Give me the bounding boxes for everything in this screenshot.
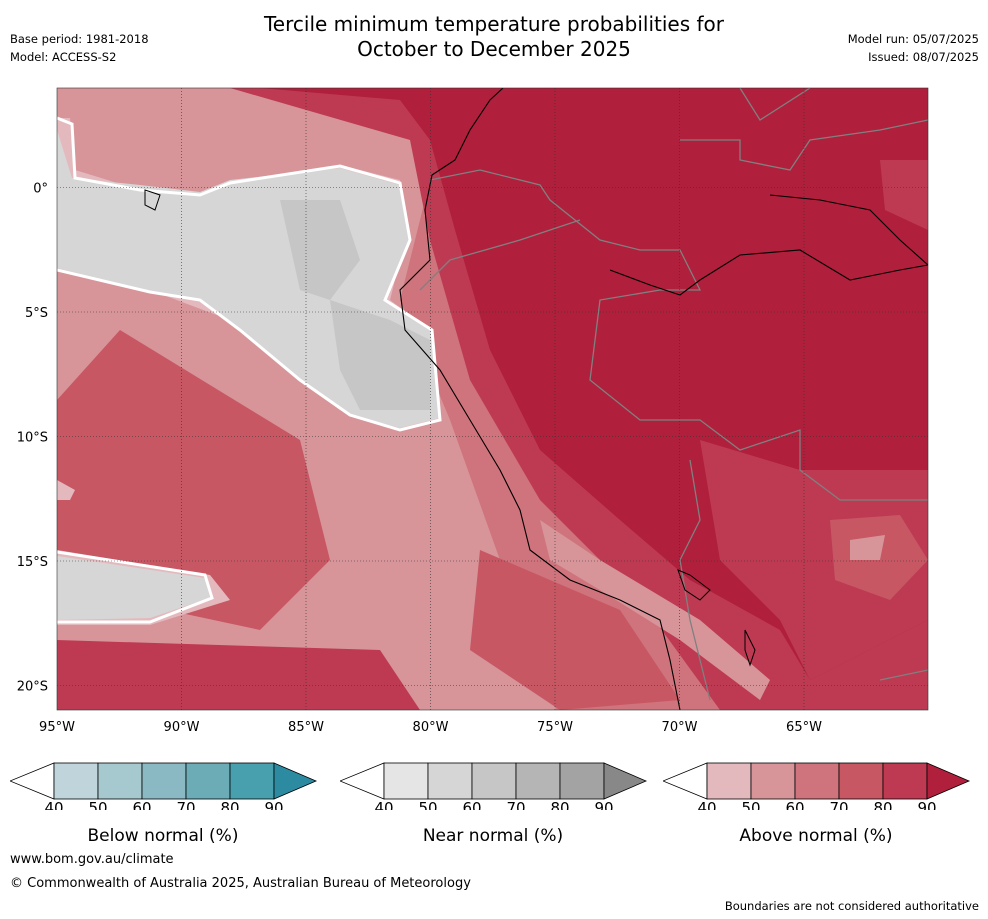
colorbar-low-arrow (8, 762, 55, 800)
title-line-2: October to December 2025 (357, 37, 631, 61)
colorbar-above-normal: 40 50 60 70 80 90 (661, 760, 973, 817)
copyright-text: © Commonwealth of Australia 2025, Austra… (10, 876, 471, 891)
map-frame (56, 87, 929, 711)
map-fill (57, 88, 928, 710)
colorbar-tick-label: 70 (506, 799, 525, 810)
colorbar-swatch (515, 762, 561, 800)
disclaimer-text: Boundaries are not considered authoritat… (724, 899, 979, 913)
colorbar-tick-label: 50 (741, 799, 760, 810)
colorbar-tick-label: 50 (88, 799, 107, 810)
title-line-1: Tercile minimum temperature probabilitie… (263, 12, 725, 36)
probability-map: 95°W 90°W 85°W 80°W 75°W 70°W 65°W 0° 5°S 10°S 15… (17, 87, 929, 735)
colorbar-above-label: Above normal (%) (739, 826, 893, 846)
lon-label: 95°W (39, 720, 75, 735)
colorbar-tick-label: 60 (462, 799, 481, 810)
lat-label: 20°S (17, 680, 48, 695)
colorbar-tick-label: 40 (697, 799, 716, 810)
colorbar-high-arrow (603, 762, 648, 800)
colorbar-tick-label: 80 (550, 799, 569, 810)
lat-label: 5°S (25, 306, 48, 321)
colorbar-tick-label: 60 (785, 799, 804, 810)
colorbar-swatch (706, 762, 752, 800)
colorbar-tick-label: 40 (374, 799, 393, 810)
colorbar-swatch (750, 762, 796, 800)
meta-right: Model run: 05/07/2025 Issued: 08/07/2025 (848, 30, 979, 66)
lat-label: 0° (33, 182, 48, 197)
graticule (57, 88, 928, 710)
lat-label: 10°S (17, 431, 48, 446)
colorbar-low-arrow (661, 762, 708, 800)
colorbar-swatch (471, 762, 517, 800)
colorbar-swatch (838, 762, 884, 800)
colorbar-near-label: Near normal (%) (422, 826, 564, 846)
coastline (144, 88, 928, 710)
lon-label: 65°W (786, 720, 822, 735)
colorbar-tick-label: 80 (220, 799, 239, 810)
colorbar-swatch (229, 762, 275, 800)
colorbar-tick-label: 80 (873, 799, 892, 810)
colorbar-tick-label: 90 (917, 799, 936, 810)
colorbar-tick-label: 70 (829, 799, 848, 810)
colorbar-swatch (53, 762, 99, 800)
chart-title: Tercile minimum temperature probabilitie… (0, 12, 988, 62)
country-borders (419, 88, 928, 701)
colorbar-below-normal: 40 50 60 70 80 90 (8, 760, 320, 817)
colorbar-swatch (794, 762, 840, 800)
colorbar-swatch (427, 762, 473, 800)
tercile-boundaries (57, 116, 442, 624)
lon-label: 75°W (537, 720, 573, 735)
colorbar-swatch (141, 762, 187, 800)
colorbar-tick-label: 60 (132, 799, 151, 810)
issued-date: Issued: 08/07/2025 (868, 50, 979, 64)
colorbar-swatch (559, 762, 605, 800)
colorbar-swatch (383, 762, 429, 800)
website-text: www.bom.gov.au/climate (10, 852, 174, 867)
model-run: Model run: 05/07/2025 (847, 32, 979, 46)
lon-label: 90°W (164, 720, 200, 735)
colorbar-swatch (882, 762, 928, 800)
model-name: Model: ACCESS-S2 (10, 50, 117, 64)
colorbar-tick-label: 90 (594, 799, 613, 810)
lon-label: 85°W (288, 720, 324, 735)
colorbar-below-label: Below normal (%) (87, 826, 239, 846)
meta-left: Base period: 1981-2018 Model: ACCESS-S2 (10, 30, 149, 66)
longitude-labels: 95°W 90°W 85°W 80°W 75°W 70°W 65°W (39, 720, 822, 735)
lat-label: 15°S (17, 555, 48, 570)
colorbar-tick-label: 70 (176, 799, 195, 810)
colorbar-tick-label: 40 (44, 799, 63, 810)
colorbar-high-arrow (926, 762, 971, 800)
colorbar-low-arrow (338, 762, 385, 800)
colorbar-tick-label: 50 (418, 799, 437, 810)
lon-label: 80°W (413, 720, 449, 735)
lon-label: 70°W (662, 720, 698, 735)
latitude-labels: 0° 5°S 10°S 15°S 20°S (17, 182, 48, 695)
colorbar-swatch (185, 762, 231, 800)
colorbar-tick-label: 90 (264, 799, 283, 810)
colorbar-near-normal: 40 50 60 70 80 90 (338, 760, 650, 817)
colorbar-high-arrow (273, 762, 318, 800)
base-period: Base period: 1981-2018 (10, 32, 149, 46)
colorbar-swatch (97, 762, 143, 800)
